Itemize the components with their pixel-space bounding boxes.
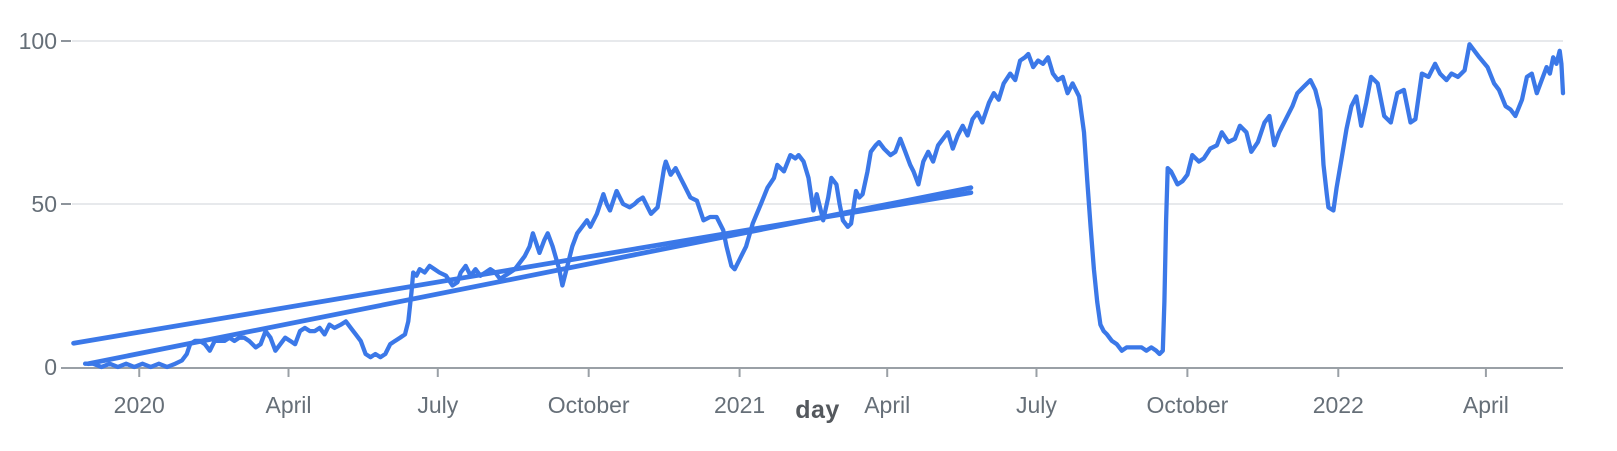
- y-tick-label-0: 0: [44, 354, 57, 380]
- x-tick-label-4: 2021: [714, 392, 765, 418]
- x-tick-label-8: 2022: [1313, 392, 1364, 418]
- x-axis-title: day: [795, 396, 840, 424]
- interest-over-time-line[interactable]: [82, 42, 1566, 370]
- x-tick-label-7: October: [1146, 392, 1228, 418]
- x-tick-label-5: April: [864, 392, 910, 418]
- y-tick-label-50: 50: [31, 191, 57, 217]
- y-tick-label-100: 100: [19, 28, 57, 54]
- x-tick-label-6: July: [1016, 392, 1057, 418]
- x-tick-label-3: October: [548, 392, 630, 418]
- trend-line-lower-line[interactable]: [86, 185, 974, 367]
- x-tick-label-2: July: [417, 392, 458, 418]
- x-tick-label-1: April: [266, 392, 312, 418]
- x-tick-label-9: April: [1463, 392, 1509, 418]
- x-tick-label-0: 2020: [114, 392, 165, 418]
